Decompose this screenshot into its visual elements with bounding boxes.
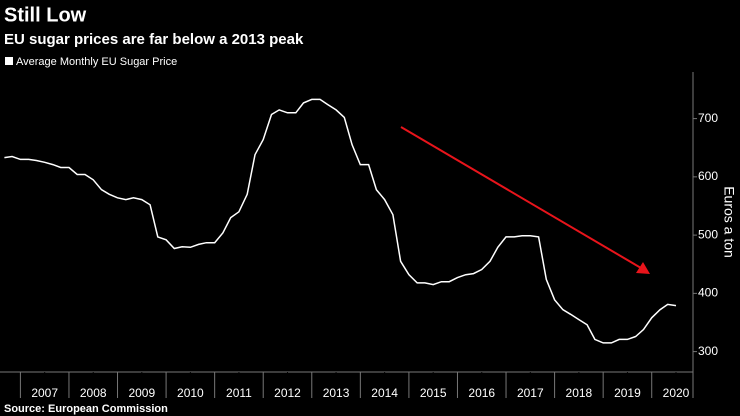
source: Source: European Commission [4,403,168,415]
y-tick-label: 300 [698,344,718,358]
x-tick-label: 2018 [566,386,593,400]
y-tick-label: 600 [698,169,718,183]
legend-label: Average Monthly EU Sugar Price [16,56,177,68]
chart-subtitle: EU sugar prices are far below a 2013 pea… [4,31,304,48]
x-tick-label: 2008 [80,386,107,400]
y-tick-label: 400 [698,286,718,300]
y-tick-label: 700 [698,111,718,125]
y-axis-label: Euros a ton [721,186,737,258]
x-tick-label: 2014 [371,386,398,400]
x-tick-label: 2009 [128,386,155,400]
legend-swatch [5,57,13,65]
x-tick-label: 2013 [323,386,350,400]
x-tick-label: 2020 [663,386,690,400]
y-tick-label: 500 [698,227,718,241]
x-tick-label: 2011 [226,386,252,400]
x-tick-label: 2016 [468,386,495,400]
arrow-head [636,262,650,274]
chart-title: Still Low [4,4,87,26]
x-tick-label: 2019 [614,386,641,400]
price-line [4,98,677,344]
x-tick-label: 2017 [517,386,544,400]
x-tick-label: 2012 [274,386,301,400]
x-tick-label: 2015 [420,386,447,400]
x-tick-label: 2010 [177,386,204,400]
trend-arrow [400,126,642,269]
x-tick-label: 2007 [31,386,58,400]
